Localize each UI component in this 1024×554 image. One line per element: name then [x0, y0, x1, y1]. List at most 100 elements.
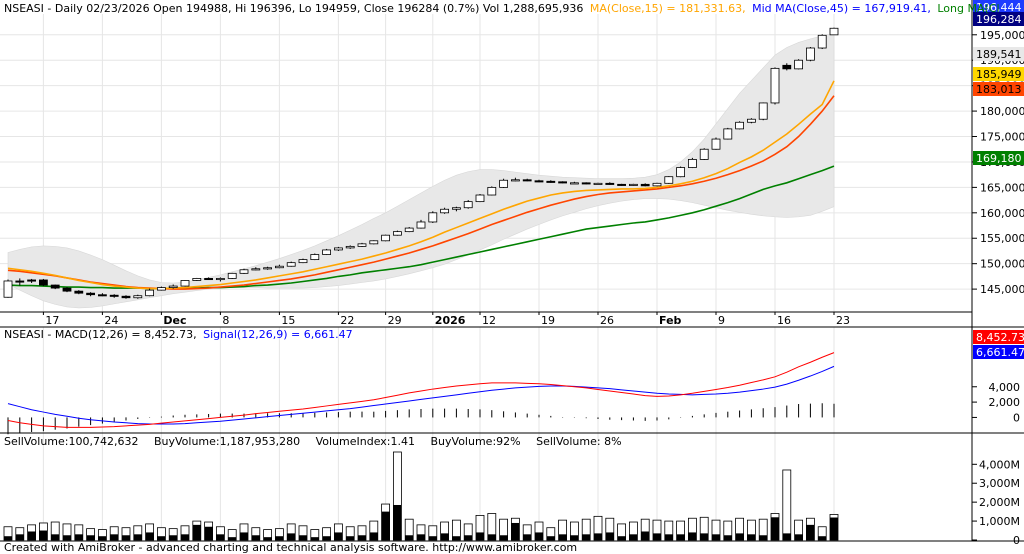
date-label: 24: [104, 314, 118, 327]
buy-volume-bar: [393, 504, 402, 540]
candle-body: [794, 59, 803, 70]
value-badge-macd: [973, 330, 1024, 344]
buy-volume-bar: [216, 534, 225, 540]
candle-body: [381, 234, 391, 242]
candle-body: [86, 292, 95, 296]
macd-legend: NSEASI - MACD(12,26) = 8,452.73,: [4, 328, 197, 341]
panel-frames: [0, 0, 1024, 542]
candle-body: [251, 268, 261, 271]
candle-body: [404, 227, 414, 233]
date-label: 12: [482, 314, 496, 327]
buy-volume-bar: [806, 524, 815, 540]
date-label: 22: [340, 314, 354, 327]
date-label: 2026: [435, 314, 466, 327]
candle-body: [617, 183, 626, 186]
candle-body: [180, 280, 190, 287]
buy-volume-bar: [759, 535, 768, 540]
buy-volume-bar: [535, 532, 543, 540]
candle-body: [109, 294, 119, 297]
candle-body: [333, 247, 343, 251]
candle-body: [322, 249, 332, 255]
buy-volume-bar: [594, 533, 602, 540]
candle-body: [392, 231, 402, 236]
price-tick-label: 155,000: [980, 232, 1024, 245]
buy-volume-bar: [818, 536, 827, 540]
buy-volume-bar: [523, 534, 532, 540]
buy-volume-bar: [405, 535, 414, 540]
candle-body: [558, 181, 567, 184]
buy-volume-label: BuyVolume:1,187,953,280: [154, 435, 300, 448]
candle-body: [723, 128, 733, 140]
candle-body: [156, 287, 166, 291]
buy-volume-bar: [169, 535, 178, 540]
candle-body: [463, 201, 473, 209]
buy-volume-bar: [133, 534, 142, 540]
volume-tick-label: 4,000M: [979, 458, 1020, 471]
candle-body: [581, 182, 591, 185]
signal-legend: Signal(12,26,9) = 6,661.47: [203, 328, 353, 341]
candle-body: [688, 159, 697, 168]
buy-volume-bar: [641, 531, 650, 540]
buy-volume-bar: [570, 535, 579, 540]
price-tick-label: 195,000: [980, 29, 1024, 42]
candle-body: [263, 267, 273, 270]
candle-body: [239, 269, 249, 274]
buy-volume-bar: [204, 526, 213, 540]
buy-volume-bar: [499, 535, 508, 540]
candle-body: [428, 212, 438, 223]
date-label: Dec: [163, 314, 186, 327]
buy-volume-bar: [723, 535, 732, 540]
candle-body: [27, 279, 37, 282]
price-tick-label: 160,000: [980, 207, 1024, 220]
date-label: 19: [541, 314, 555, 327]
ma-short-legend: MA(Close,15) = 181,331.63,: [590, 2, 746, 15]
buy-volume-bar: [240, 532, 248, 540]
candle-body: [475, 194, 485, 203]
candle-body: [629, 183, 638, 186]
buy-volume-bar: [617, 536, 626, 540]
buy-volume-bar: [735, 533, 744, 540]
buy-volume-bar: [794, 534, 803, 540]
macd-panel-title: NSEASI - MACD(12,26) = 8,452.73, Signal(…: [4, 328, 353, 341]
candle-body: [357, 243, 367, 247]
candle-body: [121, 295, 131, 299]
buy-volume-bar: [145, 532, 154, 540]
buy-volume-bar: [771, 517, 779, 540]
buy-volume-bar: [322, 536, 331, 540]
buy-volume-bar: [653, 533, 661, 540]
candle-body: [593, 182, 603, 185]
candle-body: [192, 278, 202, 281]
date-label: 9: [718, 314, 725, 327]
buy-volume-bar: [251, 535, 260, 540]
value-badge-label-bb: 189,541: [976, 48, 1022, 61]
candle-body: [345, 245, 355, 249]
candle-body: [74, 290, 84, 294]
candle-body: [534, 180, 544, 183]
symbol-summary: NSEASI - Daily 02/23/2026 Open 194988, H…: [4, 2, 583, 15]
candle-body: [39, 279, 48, 286]
buy-volume-bar: [476, 532, 484, 540]
buy-volume-bar: [263, 537, 272, 540]
buy-volume-bar: [830, 517, 838, 540]
price-tick-label: 165,000: [980, 181, 1024, 194]
buy-volume-bar: [15, 534, 24, 540]
date-label: 17: [45, 314, 59, 327]
sell-volume-label: SellVolume:100,742,632: [4, 435, 138, 448]
value-badge-label-ma_mid: 183,013: [976, 83, 1022, 96]
value-badge-bb: [973, 47, 1024, 61]
candle-body: [168, 285, 178, 288]
price-axis: 145,000150,000155,000160,000165,000170,0…: [972, 29, 1024, 547]
buy-volume-bar: [428, 536, 437, 540]
value-badge-close: [973, 12, 1024, 26]
price-tick-label: 180,000: [980, 105, 1024, 118]
candle-body: [3, 280, 13, 298]
candle-body: [758, 102, 768, 120]
buy-volume-pct-label: BuyVolume:92%: [431, 435, 521, 448]
buy-volume-bar: [310, 537, 319, 540]
candle-body: [204, 278, 214, 281]
value-badge-label-macd: 8,452.73: [976, 331, 1024, 344]
candle-body: [274, 265, 284, 269]
moving-average-lines: [7, 80, 835, 290]
buy-volume-bar: [27, 531, 36, 540]
